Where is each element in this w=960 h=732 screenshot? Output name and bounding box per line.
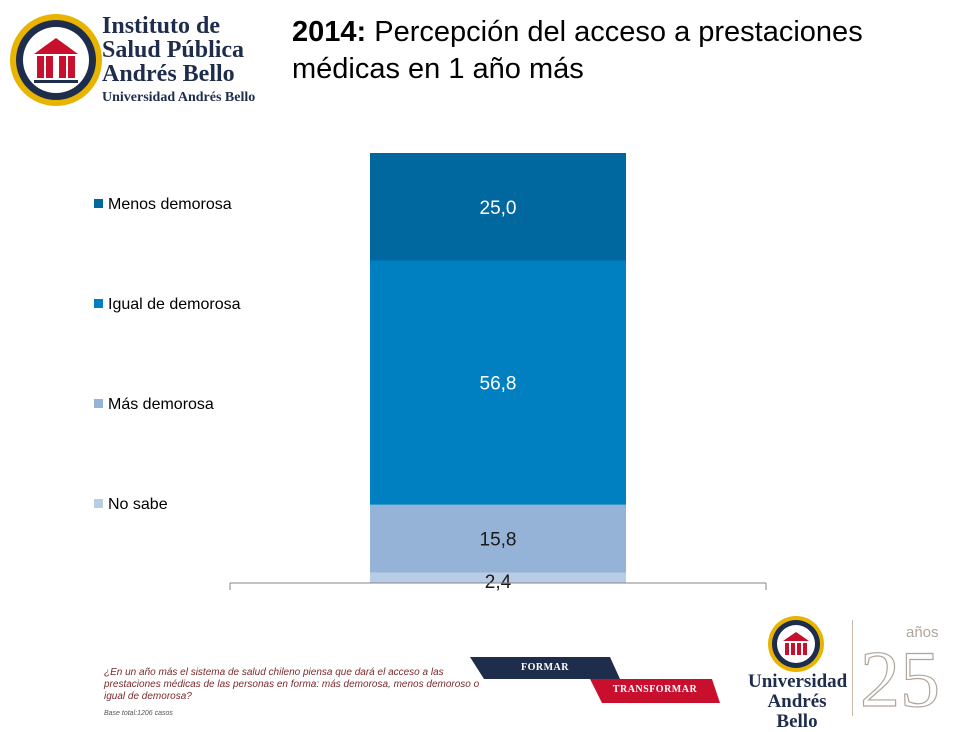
- data-label-mas-demorosa: 15,8: [480, 530, 517, 551]
- bar-segments: 2,4 15,8 56,8 25,0: [370, 153, 626, 593]
- data-label-menos-demorosa: 25,0: [480, 198, 517, 219]
- base-note: Base total:1206 casos: [104, 710, 173, 717]
- data-label-no-sabe: 2,4: [485, 572, 512, 593]
- university-name: Universidad Andrés Bello: [748, 671, 848, 732]
- institute-name-line2: Salud Pública: [102, 37, 245, 63]
- institute-logo: [8, 8, 278, 112]
- legend-label: No sabe: [108, 496, 168, 513]
- anniversary-logo: 25: [852, 620, 941, 718]
- legend-label: Más demorosa: [108, 396, 214, 413]
- slide-title: 2014: Percepción del acceso a prestacion…: [292, 14, 952, 88]
- transformar-banner: TRANSFORMAR: [590, 679, 720, 703]
- institute-name: Instituto de Salud Pública Andrés Bello …: [102, 14, 255, 108]
- institute-shield-icon: [10, 14, 102, 106]
- formar-label: FORMAR: [521, 662, 569, 673]
- legend-swatch: [94, 299, 103, 308]
- anniversary-number: 25: [860, 636, 940, 718]
- legend-item-menos-demorosa: Menos demorosa: [94, 196, 232, 214]
- anniversary-word: años: [906, 624, 939, 641]
- formar-banner: FORMAR: [470, 657, 620, 679]
- legend-item-no-sabe: No sabe: [94, 496, 168, 514]
- institute-name-line1: Instituto de: [102, 13, 221, 39]
- data-label-igual-de-demorosa: 56,8: [480, 374, 517, 395]
- university-shield-icon: [768, 616, 824, 672]
- title-text: Percepción del acceso a prestaciones méd…: [292, 16, 863, 85]
- institute-name-line3: Andrés Bello: [102, 61, 235, 87]
- institute-university-line: Universidad Andrés Bello: [102, 90, 256, 105]
- legend-label: Igual de demorosa: [108, 296, 241, 313]
- legend-label: Menos demorosa: [108, 196, 232, 213]
- legend-swatch: [94, 399, 103, 408]
- legend-item-igual-de-demorosa: Igual de demorosa: [94, 296, 241, 314]
- transformar-banner-shape: [590, 679, 720, 703]
- survey-question: ¿En un año más el sistema de salud chile…: [104, 667, 480, 702]
- university-name-line2: Andrés Bello: [767, 691, 827, 732]
- formar-banner-shape: [470, 657, 620, 679]
- university-logo: [746, 614, 846, 718]
- legend-swatch: [94, 499, 103, 508]
- legend-item-mas-demorosa: Más demorosa: [94, 396, 214, 414]
- transformar-label: TRANSFORMAR: [612, 684, 698, 695]
- university-name-line1: Universidad: [748, 671, 848, 692]
- bar-segment-mas-demorosa: [370, 504, 626, 573]
- bar-segment-menos-demorosa: [370, 153, 626, 261]
- title-year: 2014:: [292, 16, 367, 48]
- bar-segment-no-sabe: [370, 572, 626, 583]
- bar-segment-igual-de-demorosa: [370, 260, 626, 505]
- legend-swatch: [94, 199, 103, 208]
